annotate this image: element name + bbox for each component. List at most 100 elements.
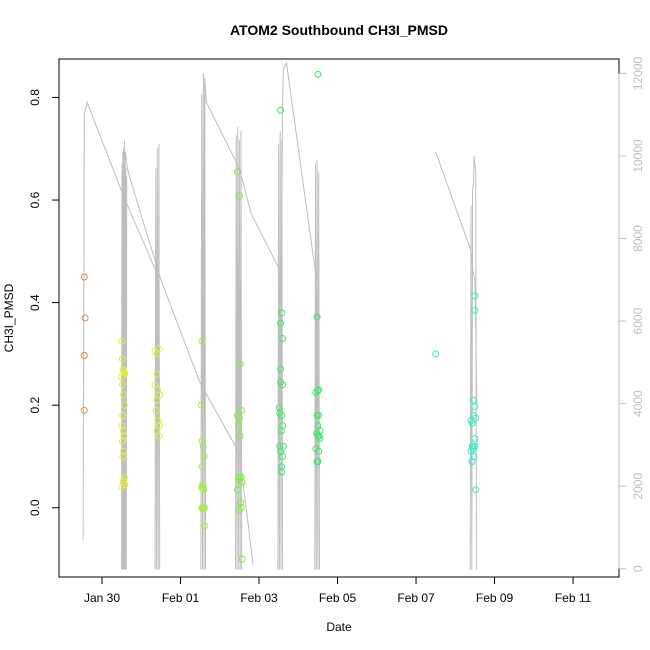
- data-point: [235, 506, 243, 514]
- y2-tick-label: 10000: [631, 139, 645, 173]
- data-point: [314, 458, 322, 466]
- data-point: [119, 453, 127, 460]
- data-point: [314, 70, 322, 78]
- data-point: [315, 447, 323, 455]
- data-point: [156, 391, 164, 399]
- trend-line-0: [82, 100, 160, 540]
- data-point: [118, 373, 126, 381]
- points-layer: [80, 70, 480, 563]
- data-point: [118, 483, 126, 491]
- data-point: [154, 417, 162, 425]
- trend-line-4: [121, 151, 254, 565]
- data-point: [471, 435, 479, 442]
- data-point: [153, 396, 161, 404]
- data-point: [279, 422, 287, 430]
- data-point: [276, 442, 284, 450]
- data-point: [155, 432, 163, 440]
- x-tick-label: Feb 05: [319, 591, 357, 605]
- data-point: [118, 437, 126, 445]
- data-point: [120, 401, 128, 409]
- data-point: [278, 463, 286, 471]
- data-point: [468, 458, 476, 466]
- trend-line-3: [435, 151, 478, 404]
- data-point: [233, 486, 241, 494]
- data-point: [200, 504, 208, 512]
- x-tick-label: Feb 11: [555, 591, 592, 605]
- data-point: [277, 365, 285, 373]
- spike-line-3: [235, 127, 243, 570]
- data-point: [471, 442, 479, 450]
- x-tick-label: Feb 07: [397, 591, 435, 605]
- data-point: [237, 473, 245, 481]
- x-tick-label: Feb 01: [162, 591, 200, 605]
- chart-title: ATOM2 Southbound CH3I_PMSD: [230, 22, 448, 38]
- y2-tick-label: 0: [631, 565, 645, 572]
- data-point: [472, 486, 480, 494]
- spike-line-6: [469, 155, 477, 570]
- data-point: [277, 427, 285, 435]
- y-tick-label: 0.2: [28, 397, 42, 414]
- data-point: [120, 391, 128, 399]
- data-point: [313, 313, 321, 321]
- spike-line-5: [314, 160, 320, 570]
- y-tick-label: 0.0: [28, 499, 42, 516]
- y2-tick-label: 12000: [631, 56, 645, 90]
- data-point: [314, 387, 322, 395]
- y2-tick-label: 8000: [631, 225, 645, 252]
- x-tick-label: Jan 30: [84, 591, 120, 605]
- data-point: [471, 292, 479, 300]
- data-point: [153, 370, 161, 378]
- y2-tick-label: 6000: [631, 307, 645, 334]
- data-point: [81, 314, 89, 322]
- data-point: [155, 345, 163, 353]
- data-point: [275, 404, 283, 412]
- y-axis-left: 0.0 0.2 0.4 0.6 0.8: [28, 89, 60, 516]
- data-point: [237, 499, 245, 507]
- x-axis: Jan 30 Feb 01 Feb 03 Feb 05 Feb 07 Feb 09 Feb …: [84, 576, 592, 605]
- data-point: [199, 442, 207, 450]
- plot-frame: [58, 58, 620, 578]
- data-point: [197, 401, 205, 409]
- data-point: [238, 478, 246, 486]
- data-point: [277, 378, 285, 386]
- y-tick-label: 0.8: [28, 89, 42, 106]
- data-point: [277, 106, 285, 114]
- y-tick-label: 0.4: [28, 294, 42, 311]
- y2-tick-label: 4000: [631, 390, 645, 417]
- data-point: [279, 335, 287, 342]
- data-point: [468, 442, 476, 450]
- spike-line-1: [154, 143, 161, 570]
- data-point: [198, 504, 206, 512]
- data-point: [119, 411, 127, 419]
- data-point: [278, 411, 286, 419]
- data-point: [119, 427, 127, 435]
- trend-line-1: [202, 77, 282, 272]
- data-point: [279, 453, 287, 460]
- data-point: [233, 168, 241, 176]
- data-point: [200, 486, 208, 494]
- data-point: [237, 406, 245, 414]
- data-point: [468, 419, 476, 427]
- x-tick-label: Feb 09: [476, 591, 514, 605]
- data-point: [80, 273, 88, 281]
- data-point: [471, 403, 479, 411]
- data-point: [235, 422, 243, 430]
- data-point: [432, 350, 440, 358]
- data-point: [236, 432, 244, 440]
- data-point: [198, 337, 206, 345]
- data-point: [312, 388, 320, 396]
- y2-tick-label: 2000: [631, 473, 645, 500]
- data-point: [118, 337, 126, 345]
- data-point: [313, 411, 321, 419]
- data-point: [238, 555, 246, 563]
- trend-line-2: [280, 61, 319, 404]
- x-axis-label: Date: [326, 620, 352, 634]
- data-point: [120, 473, 128, 481]
- x-tick-label: Feb 03: [240, 591, 278, 605]
- data-point: [200, 453, 208, 460]
- data-point: [471, 306, 479, 314]
- data-point: [278, 468, 286, 476]
- data-point: [120, 447, 128, 455]
- data-point: [198, 463, 206, 471]
